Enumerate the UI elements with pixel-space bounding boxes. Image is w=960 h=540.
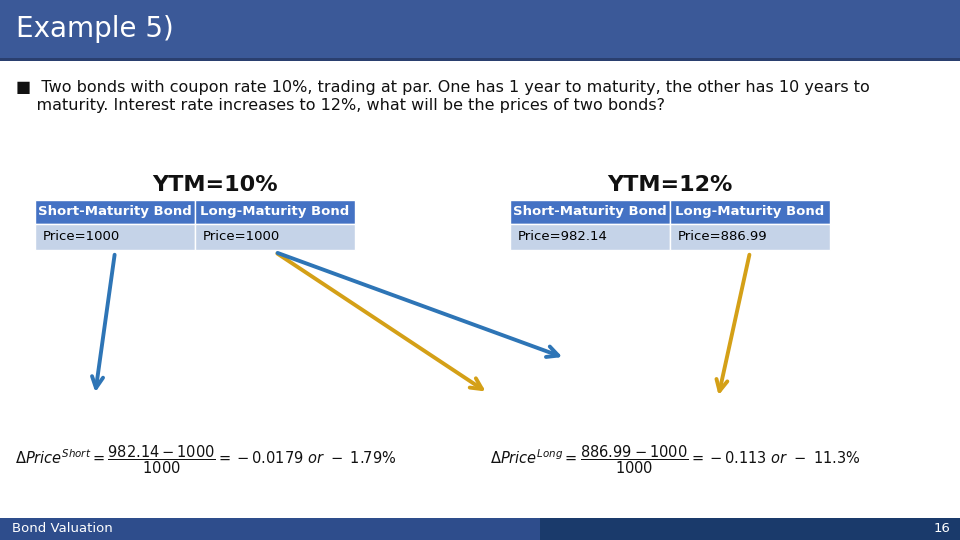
Text: Example 5): Example 5) [16,15,174,43]
Text: $\Delta Price^{Long} = \dfrac{886.99 - 1000}{1000} = -0.113\ \mathit{or}\ -\ 11.: $\Delta Price^{Long} = \dfrac{886.99 - 1… [490,444,861,476]
Text: Price=982.14: Price=982.14 [518,231,608,244]
FancyBboxPatch shape [670,224,830,250]
FancyBboxPatch shape [0,0,960,58]
FancyBboxPatch shape [510,200,670,224]
Text: YTM=12%: YTM=12% [608,175,732,195]
Text: Short-Maturity Bond: Short-Maturity Bond [38,206,192,219]
FancyBboxPatch shape [540,518,960,540]
FancyBboxPatch shape [35,224,195,250]
Text: Long-Maturity Bond: Long-Maturity Bond [676,206,825,219]
FancyBboxPatch shape [0,518,540,540]
FancyBboxPatch shape [35,200,195,224]
Text: $\Delta Price^{Short} = \dfrac{982.14 - 1000}{1000} = -0.0179\ \mathit{or}\ -\ 1: $\Delta Price^{Short} = \dfrac{982.14 - … [15,444,396,476]
Text: YTM=10%: YTM=10% [153,175,277,195]
Text: Price=1000: Price=1000 [43,231,120,244]
Text: Price=1000: Price=1000 [203,231,280,244]
FancyBboxPatch shape [0,58,960,61]
FancyBboxPatch shape [510,224,670,250]
Text: maturity. Interest rate increases to 12%, what will be the prices of two bonds?: maturity. Interest rate increases to 12%… [16,98,665,113]
Text: Long-Maturity Bond: Long-Maturity Bond [201,206,349,219]
Text: 16: 16 [933,523,950,536]
FancyBboxPatch shape [670,200,830,224]
Text: Short-Maturity Bond: Short-Maturity Bond [514,206,667,219]
FancyBboxPatch shape [195,200,355,224]
FancyBboxPatch shape [195,224,355,250]
Text: Price=886.99: Price=886.99 [678,231,768,244]
Text: ■  Two bonds with coupon rate 10%, trading at par. One has 1 year to maturity, t: ■ Two bonds with coupon rate 10%, tradin… [16,80,870,95]
Text: Bond Valuation: Bond Valuation [12,523,112,536]
